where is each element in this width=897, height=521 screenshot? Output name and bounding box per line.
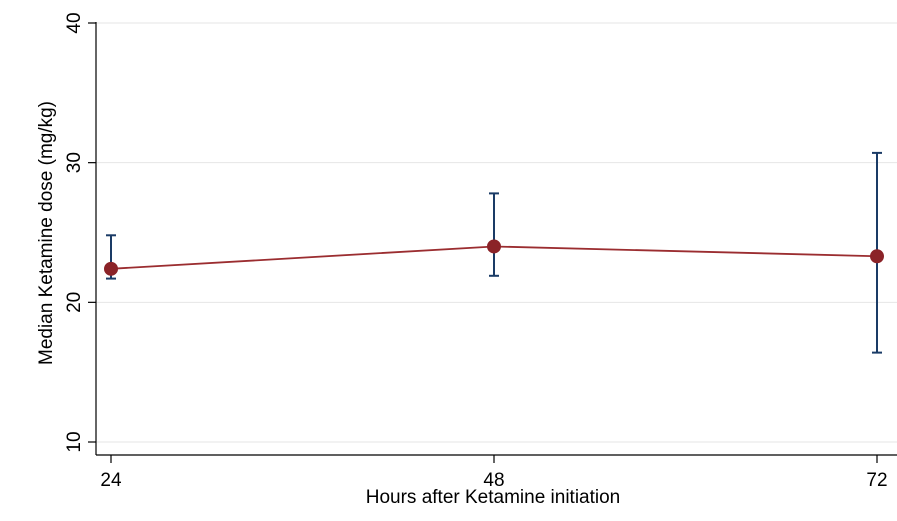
data-point-layer <box>104 239 884 276</box>
x-tick-label: 24 <box>100 470 122 491</box>
grid-layer <box>96 22 897 443</box>
data-point <box>870 249 884 264</box>
error-bar <box>489 192 499 277</box>
data-point <box>487 239 501 254</box>
y-tick-label: 40 <box>64 12 85 33</box>
y-tick-label: 30 <box>64 152 85 173</box>
x-tick-label: 48 <box>483 470 504 491</box>
y-axis-title: Median Ketamine dose (mg/kg) <box>36 101 57 365</box>
y-tick-label: 10 <box>64 431 85 452</box>
tick-label-layer: 10 20 30 40 24 48 72 <box>64 12 888 491</box>
y-tick-label: 20 <box>64 292 85 313</box>
axis-layer <box>88 22 897 463</box>
x-tick-label: 72 <box>866 470 887 491</box>
x-axis-title: Hours after Ketamine initiation <box>366 487 621 508</box>
data-point <box>104 261 118 276</box>
